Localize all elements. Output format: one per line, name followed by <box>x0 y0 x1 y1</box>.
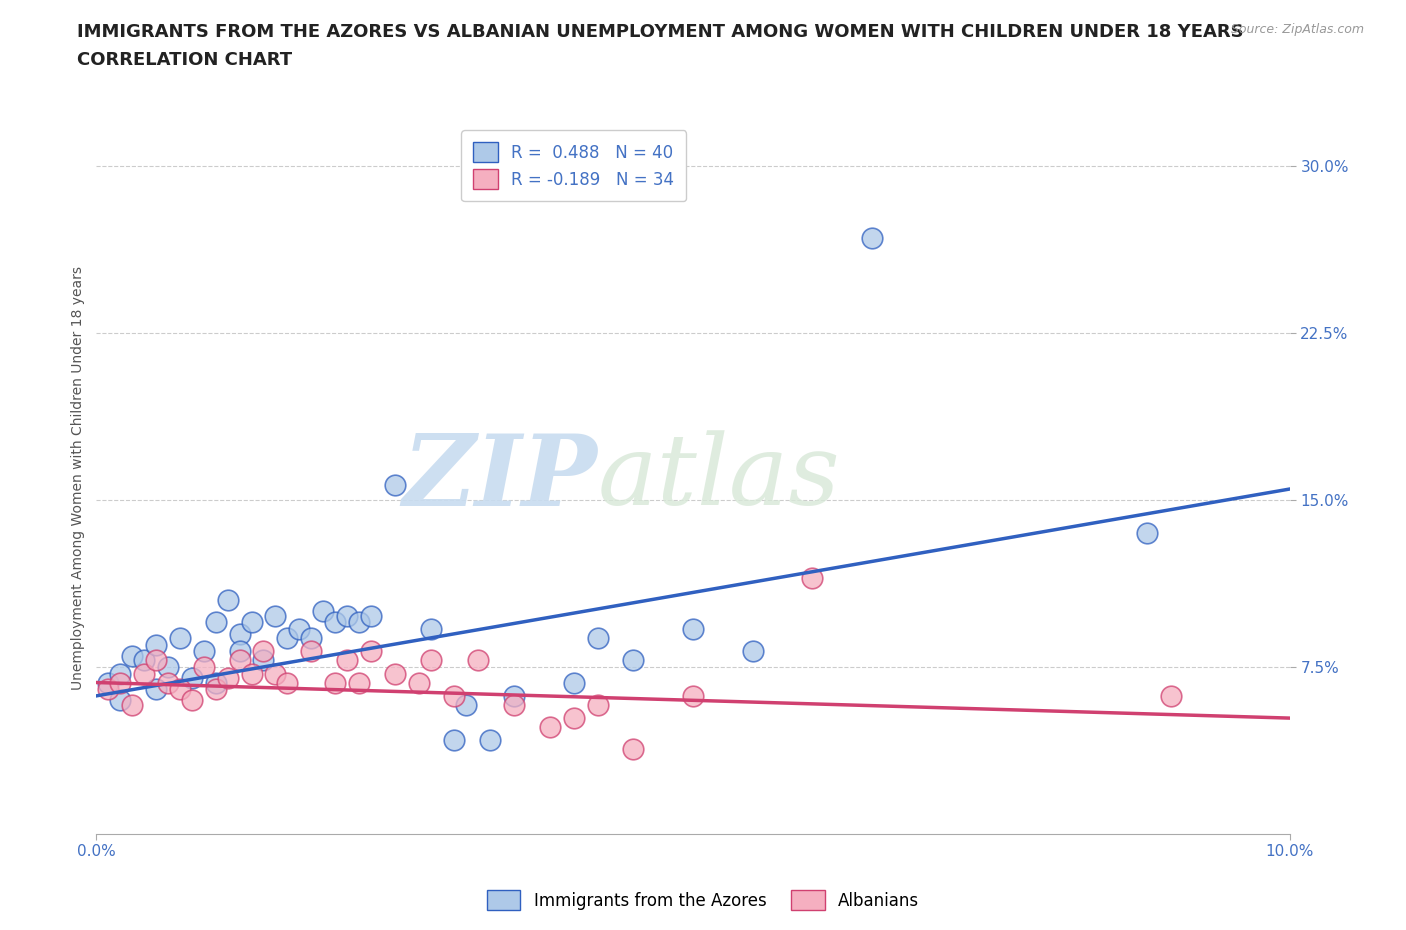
Point <box>145 653 167 668</box>
Point <box>384 666 406 681</box>
Point <box>110 666 132 681</box>
Point <box>586 631 609 645</box>
Point <box>623 742 645 757</box>
Text: IMMIGRANTS FROM THE AZORES VS ALBANIAN UNEMPLOYMENT AMONG WOMEN WITH CHILDREN UN: IMMIGRANTS FROM THE AZORES VS ALBANIAN U… <box>77 23 1244 41</box>
Point <box>312 604 335 618</box>
Point <box>360 644 382 658</box>
Text: CORRELATION CHART: CORRELATION CHART <box>77 51 292 69</box>
Point <box>419 621 441 636</box>
Point <box>347 675 370 690</box>
Point <box>193 659 215 674</box>
Point <box>299 631 322 645</box>
Text: Source: ZipAtlas.com: Source: ZipAtlas.com <box>1230 23 1364 36</box>
Point <box>169 631 191 645</box>
Point <box>384 477 406 492</box>
Point <box>217 671 239 685</box>
Point <box>860 231 883 246</box>
Point <box>228 653 250 668</box>
Point <box>623 653 645 668</box>
Point <box>503 698 526 712</box>
Point <box>467 653 489 668</box>
Point <box>97 675 120 690</box>
Point <box>419 653 441 668</box>
Point <box>240 666 263 681</box>
Text: atlas: atlas <box>598 431 841 525</box>
Point <box>110 693 132 708</box>
Point <box>562 711 585 725</box>
Point <box>408 675 430 690</box>
Point <box>264 608 287 623</box>
Point <box>228 626 250 641</box>
Point <box>1160 688 1182 703</box>
Legend: R =  0.488   N = 40, R = -0.189   N = 34: R = 0.488 N = 40, R = -0.189 N = 34 <box>461 130 686 201</box>
Point <box>252 644 274 658</box>
Point <box>360 608 382 623</box>
Point <box>801 570 824 585</box>
Point <box>264 666 287 681</box>
Legend: Immigrants from the Azores, Albanians: Immigrants from the Azores, Albanians <box>481 884 925 917</box>
Point <box>299 644 322 658</box>
Point <box>204 682 226 697</box>
Point <box>456 698 478 712</box>
Point <box>156 659 179 674</box>
Point <box>323 675 346 690</box>
Point <box>682 688 704 703</box>
Point <box>132 666 155 681</box>
Point <box>240 615 263 630</box>
Point <box>336 608 359 623</box>
Point <box>110 675 132 690</box>
Point <box>336 653 359 668</box>
Text: ZIP: ZIP <box>402 430 598 526</box>
Point <box>443 688 465 703</box>
Point <box>347 615 370 630</box>
Point <box>204 675 226 690</box>
Point <box>479 733 502 748</box>
Point <box>443 733 465 748</box>
Y-axis label: Unemployment Among Women with Children Under 18 years: Unemployment Among Women with Children U… <box>72 266 86 690</box>
Point <box>145 637 167 652</box>
Point <box>1136 526 1159 541</box>
Point <box>121 698 143 712</box>
Point <box>169 682 191 697</box>
Point <box>288 621 311 636</box>
Point <box>276 675 298 690</box>
Point <box>562 675 585 690</box>
Point <box>323 615 346 630</box>
Point <box>180 693 202 708</box>
Point <box>121 648 143 663</box>
Point <box>503 688 526 703</box>
Point <box>682 621 704 636</box>
Point <box>538 720 561 735</box>
Point <box>193 644 215 658</box>
Point <box>252 653 274 668</box>
Point <box>741 644 763 658</box>
Point <box>145 682 167 697</box>
Point <box>276 631 298 645</box>
Point <box>204 615 226 630</box>
Point <box>97 682 120 697</box>
Point <box>156 675 179 690</box>
Point <box>180 671 202 685</box>
Point <box>132 653 155 668</box>
Point <box>228 644 250 658</box>
Point <box>586 698 609 712</box>
Point <box>217 592 239 607</box>
